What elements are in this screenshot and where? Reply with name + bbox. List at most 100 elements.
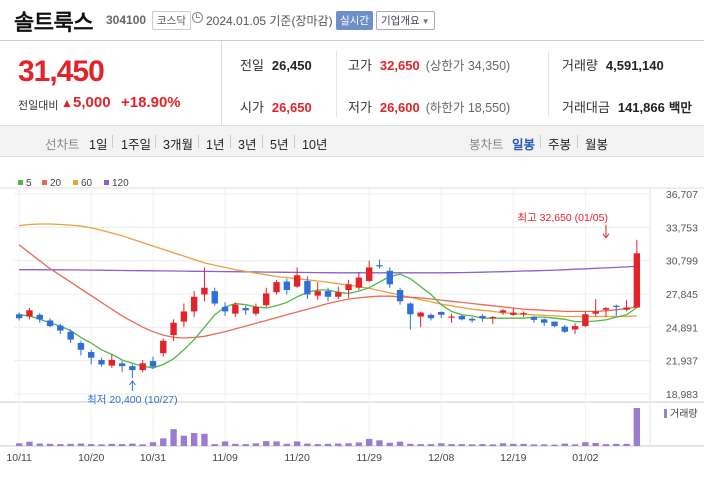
divider (230, 135, 231, 148)
ma-legend: 5 20 60 120 (18, 178, 129, 189)
stat-low: 저가 26,600 (하한가 18,550) (348, 97, 510, 116)
tab-1y[interactable]: 1년 (206, 138, 225, 152)
date-basis: 2024.01.05 기준(장마감) (206, 14, 333, 28)
stat-value: 26,450 (271, 58, 312, 73)
stat-value: 32,650 (379, 58, 420, 73)
candle-body (46, 320, 54, 327)
stat-open: 시가 26,650 (240, 97, 312, 116)
candle-body (489, 317, 496, 319)
stat-value: 26,650 (271, 100, 312, 115)
stat-label: 전일 (240, 58, 264, 73)
candle-body (407, 303, 414, 315)
volume-bar (242, 444, 249, 446)
tab-1d[interactable]: 1일 (89, 138, 108, 152)
legend-label: 60 (81, 178, 93, 189)
volume-label: 거래량 (670, 408, 698, 420)
stat-amount: 거래대금 141,866 백만 (562, 97, 692, 116)
candle-body (623, 307, 630, 310)
x-tick-label: 12/08 (428, 452, 454, 464)
volume-bar (365, 438, 373, 446)
candle-body (149, 361, 157, 367)
tab-weekly[interactable]: 주봉 (548, 138, 572, 152)
candle-body (77, 343, 85, 350)
volume-bar (180, 435, 188, 446)
candle-body (633, 253, 641, 308)
divider (198, 135, 199, 148)
legend-swatch (73, 180, 78, 185)
candle-body (283, 281, 291, 290)
candle-body (88, 352, 95, 358)
candle-body (15, 314, 23, 319)
volume-bar (623, 443, 630, 446)
stock-code: 304100 (106, 13, 147, 27)
candle-body (221, 306, 229, 312)
y-tick-label: 30,799 (666, 256, 698, 268)
x-tick-label: 11/09 (212, 452, 238, 464)
candle-body (108, 359, 115, 366)
ma20-line (18, 244, 638, 339)
volume-bar (468, 444, 476, 446)
volume-bar (201, 433, 208, 446)
volume-bar (458, 444, 466, 446)
volume-bar (582, 442, 589, 446)
volume-bar (283, 443, 291, 446)
volume-bar (252, 443, 260, 446)
volume-bar (46, 443, 54, 446)
realtime-button[interactable]: 실시간 (336, 11, 373, 30)
low-arrow-head (128, 380, 136, 386)
volume-bar (592, 443, 599, 446)
volume-bar (263, 441, 270, 446)
legend-label: 20 (50, 178, 62, 189)
market-badge: 코스닥 (152, 11, 191, 30)
tab-10y[interactable]: 10년 (302, 138, 328, 152)
tab-monthly[interactable]: 월봉 (585, 138, 609, 152)
volume-bar (499, 443, 507, 446)
tab-3m[interactable]: 3개월 (163, 138, 193, 152)
stat-value: 26,600 (379, 100, 420, 115)
tab-5y[interactable]: 5년 (270, 138, 289, 152)
stock-name: 솔트룩스 (14, 10, 93, 35)
volume-bar (314, 444, 321, 446)
candle-body (211, 291, 218, 304)
ma60-line (19, 223, 637, 318)
y-tick-label: 33,753 (666, 222, 698, 234)
volume-legend-swatch (664, 409, 667, 418)
x-tick-label: 10/20 (78, 452, 104, 464)
volume-bar (386, 442, 393, 446)
x-tick-label: 11/29 (356, 452, 382, 464)
candle-body (232, 304, 239, 314)
candle-body (499, 310, 507, 313)
candle-body (458, 315, 466, 320)
chevron-down-icon: ▼ (421, 17, 430, 26)
candle-body (293, 275, 301, 287)
divider (262, 135, 263, 148)
volume-bar (520, 443, 527, 446)
candle-body (592, 311, 599, 314)
divider (336, 51, 337, 117)
volume-bar (304, 443, 311, 446)
volume-bar (376, 440, 383, 446)
candle-body (36, 314, 43, 320)
volume-bar (232, 443, 239, 446)
candle-body (314, 291, 321, 296)
volume-bar (530, 444, 538, 446)
lower-limit: (하한가 18,550) (425, 101, 511, 115)
company-info-dropdown[interactable]: 기업개요 ▼ (376, 11, 435, 30)
candle-body (448, 316, 455, 318)
candle-body (541, 319, 548, 323)
candle-body (438, 311, 445, 315)
volume-bar (88, 444, 95, 446)
annotations: 최고 32,650 (01/05) 최저 20,400 (10/27) (87, 212, 610, 406)
candle-body (427, 314, 435, 319)
price-panel: 31,450 전일대비 ▲ 5,000 +18.90% 전일 26,450 시가 2… (0, 40, 704, 125)
tab-daily[interactable]: 일봉 (512, 138, 536, 152)
candle-body (530, 317, 538, 320)
tab-1w[interactable]: 1주일 (121, 138, 151, 152)
current-price: 31,450 (18, 55, 105, 88)
tab-3y[interactable]: 3년 (238, 138, 257, 152)
x-tick-label: 01/02 (572, 452, 598, 464)
company-info-label: 기업개요 (381, 15, 420, 27)
volume-bar (345, 443, 352, 446)
upper-limit: (상한가 34,350) (425, 59, 511, 73)
candle-body (26, 310, 33, 317)
